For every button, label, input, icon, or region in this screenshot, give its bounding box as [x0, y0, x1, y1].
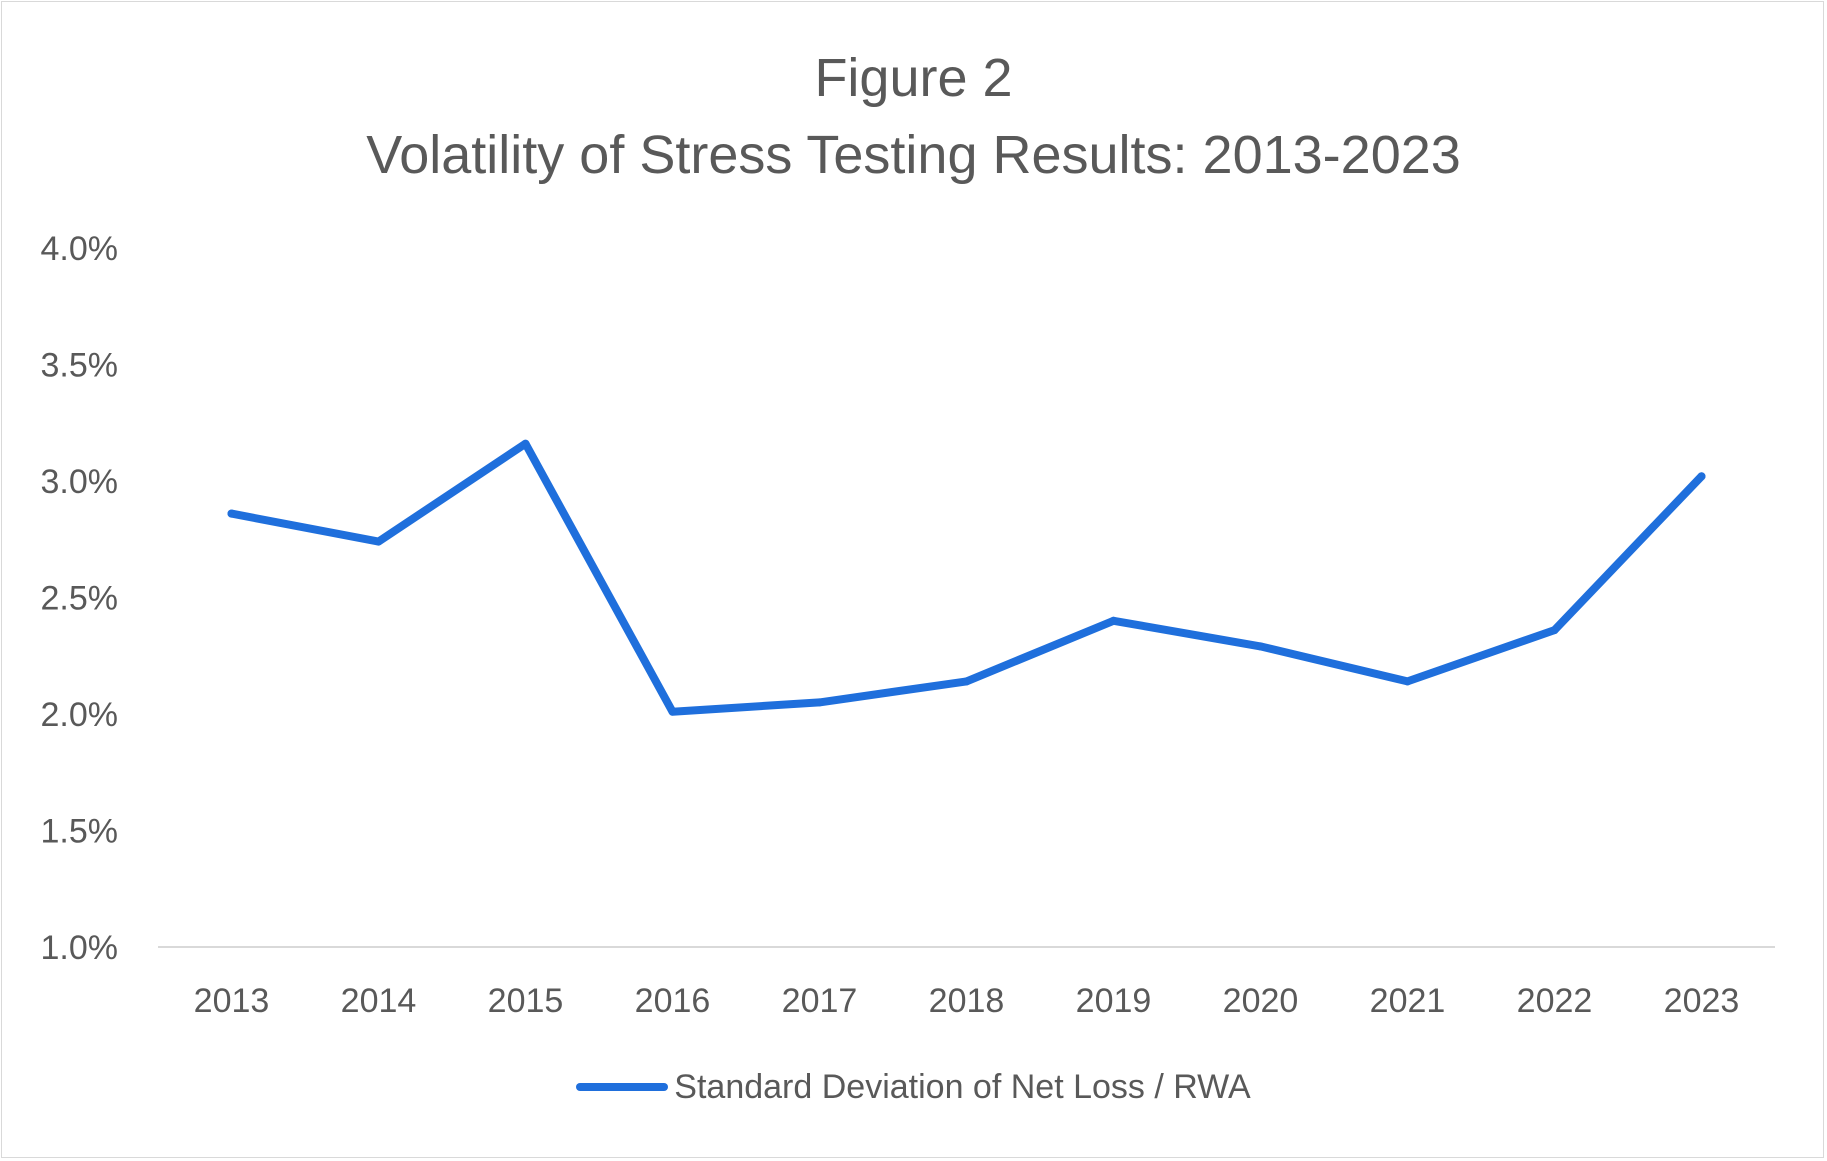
data-point	[962, 677, 971, 686]
data-point	[1403, 677, 1412, 686]
x-tick-label: 2018	[929, 982, 1005, 1020]
y-tick-label: 4.0%	[41, 230, 119, 268]
legend-label: Standard Deviation of Net Loss / RWA	[674, 1068, 1251, 1106]
x-tick-label: 2014	[341, 982, 417, 1020]
data-point	[521, 439, 530, 448]
data-point	[227, 509, 236, 518]
y-tick-label: 1.5%	[41, 813, 119, 851]
chart-subtitle: Volatility of Stress Testing Results: 20…	[366, 125, 1461, 185]
data-point	[374, 537, 383, 546]
x-tick-label: 2017	[782, 982, 858, 1020]
legend-swatch	[576, 1083, 669, 1091]
y-tick-label: 3.0%	[41, 463, 119, 501]
y-tick-label: 3.5%	[41, 347, 119, 385]
data-point	[1550, 626, 1559, 635]
x-tick-label: 2020	[1223, 982, 1299, 1020]
chart-titles: Figure 2 Volatility of Stress Testing Re…	[0, 40, 1827, 194]
x-tick-label: 2023	[1664, 982, 1740, 1020]
x-tick-label: 2022	[1517, 982, 1593, 1020]
y-tick-label: 1.0%	[41, 929, 119, 967]
chart-title: Figure 2	[814, 48, 1013, 108]
data-point	[1256, 642, 1265, 651]
x-tick-label: 2019	[1076, 982, 1152, 1020]
x-tick-label: 2013	[194, 982, 270, 1020]
y-axis-tick-labels: 1.0% 1.5% 2.0% 2.5% 3.0% 3.5% 4.0%	[41, 230, 119, 967]
x-axis-tick-labels: 2013 2014 2015 2016 2017 2018 2019 2020 2021 2022…	[194, 982, 1740, 1020]
data-point	[1697, 472, 1706, 481]
y-tick-label: 2.5%	[41, 580, 119, 618]
x-tick-label: 2021	[1370, 982, 1446, 1020]
legend: Standard Deviation of Net Loss / RWA	[0, 1065, 1827, 1109]
data-point	[815, 698, 824, 707]
x-tick-label: 2016	[635, 982, 711, 1020]
data-point	[668, 707, 677, 716]
series-line	[227, 439, 1706, 716]
series-group	[227, 439, 1706, 716]
y-tick-label: 2.0%	[41, 696, 119, 734]
x-tick-label: 2015	[488, 982, 564, 1020]
data-point	[1109, 616, 1118, 625]
